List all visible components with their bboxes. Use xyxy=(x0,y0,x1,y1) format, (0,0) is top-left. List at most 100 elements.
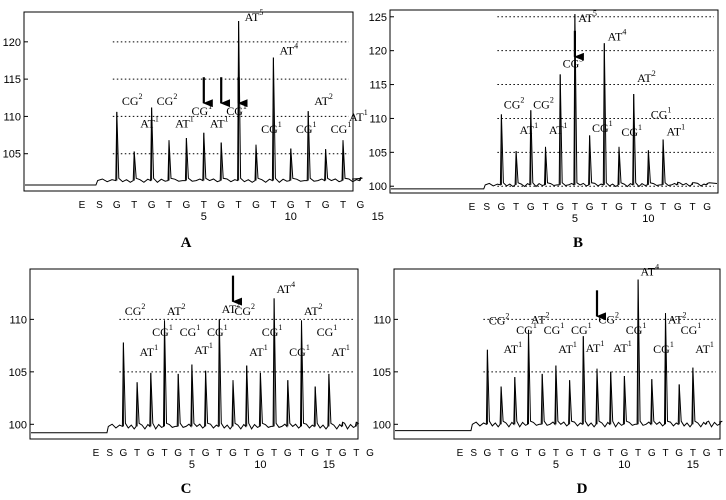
peak-annotation: AT1 xyxy=(194,341,213,357)
dispensation-label: G xyxy=(202,448,210,459)
position-number: 10 xyxy=(254,459,266,471)
peak-annotation: CG2 xyxy=(125,302,146,318)
dispensation-label: T xyxy=(166,200,172,211)
peak-annotation: CG1 xyxy=(651,105,672,121)
peak-annotation: AT1 xyxy=(666,122,685,138)
dispensation-label: T xyxy=(201,200,207,211)
dispensation-label: G xyxy=(498,202,506,213)
dispensation-label: S xyxy=(96,200,103,211)
y-tick-label: 100 xyxy=(373,419,391,431)
dispensation-label: G xyxy=(322,200,330,211)
dispensation-label: G xyxy=(593,448,601,459)
peak-annotation: AT1 xyxy=(249,343,268,359)
peak-annotation: AT2 xyxy=(167,302,186,318)
peak-annotation: CG1 xyxy=(180,323,201,339)
peak-annotation: CG1 xyxy=(262,323,283,339)
dispensation-label: E xyxy=(79,200,86,211)
peak-annotation: AT1 xyxy=(695,340,714,356)
dispensation-label: G xyxy=(311,448,319,459)
dispensation-label: G xyxy=(147,448,155,459)
dispensation-label: G xyxy=(339,448,347,459)
dispensation-label: G xyxy=(615,202,623,213)
peak-annotation: AT2 xyxy=(637,69,656,85)
dispensation-label: E xyxy=(469,202,476,213)
y-tick-label: 105 xyxy=(9,367,27,379)
dispensation-label: G xyxy=(284,448,292,459)
y-tick-label: 120 xyxy=(369,46,387,58)
dispensation-label: E xyxy=(457,448,464,459)
peak-annotation: CG1 xyxy=(516,321,537,337)
dispensation-label: G xyxy=(648,448,656,459)
position-number: 5 xyxy=(553,459,559,471)
dispensation-label: T xyxy=(340,200,346,211)
peak-annotation: CG1 xyxy=(621,123,642,139)
dispensation-label: T xyxy=(131,200,137,211)
peak-annotation: CG1 xyxy=(331,120,352,136)
y-tick-label: 105 xyxy=(369,147,387,159)
peak-annotation: CG2 xyxy=(122,92,143,108)
dispensation-label: G xyxy=(538,448,546,459)
dispensation-label: G xyxy=(287,200,295,211)
dispensation-label: T xyxy=(580,448,586,459)
plot-frame xyxy=(23,11,354,192)
dispensation-label: G xyxy=(703,448,711,459)
position-number: 10 xyxy=(618,459,630,471)
peak-annotation: AT1 xyxy=(558,340,577,356)
peak-annotation: AT1 xyxy=(613,339,632,355)
dispensation-label: G xyxy=(257,448,265,459)
dispensation-label: T xyxy=(542,202,548,213)
peak-annotation: AT1 xyxy=(139,343,158,359)
peak-annotation: CG1 xyxy=(152,323,173,339)
peak-annotation: CG1 xyxy=(544,321,565,337)
peak-annotation: AT2 xyxy=(531,311,550,327)
position-number: 10 xyxy=(642,213,654,225)
position-number: 15 xyxy=(372,211,384,223)
y-tick-label: 125 xyxy=(369,12,387,24)
y-tick-label: 115 xyxy=(369,80,387,92)
peak-annotation: AT1 xyxy=(331,343,350,359)
dispensation-label: T xyxy=(660,202,666,213)
position-number: 5 xyxy=(189,459,195,471)
dispensation-label: T xyxy=(244,448,250,459)
dispensation-label: T xyxy=(236,200,242,211)
y-tick-label: 110 xyxy=(3,111,21,123)
y-tick-label: 110 xyxy=(369,113,387,125)
peak-annotation: AT2 xyxy=(314,92,333,108)
peak-annotation: CG1 xyxy=(592,119,613,135)
peak-annotation: AT1 xyxy=(140,115,159,131)
dispensation-label: T xyxy=(690,448,696,459)
dispensation-label: G xyxy=(484,448,492,459)
y-tick-label: 105 xyxy=(373,367,391,379)
dispensation-label: G xyxy=(148,200,156,211)
peak-annotation: CG1 xyxy=(653,340,674,356)
peak-annotation: AT1 xyxy=(549,121,568,137)
panel-label: B xyxy=(573,235,583,251)
y-tick-label: 105 xyxy=(3,149,21,161)
panel-label: D xyxy=(577,481,588,497)
peak-annotation: AT5 xyxy=(578,9,597,25)
peak-annotation: AT4 xyxy=(608,28,627,44)
peak-annotation: CG1 xyxy=(571,321,592,337)
position-number: 5 xyxy=(201,211,207,223)
dispensation-label: T xyxy=(189,448,195,459)
plot-frame xyxy=(393,268,721,440)
dispensation-label: E xyxy=(93,448,100,459)
peak-annotation: AT1 xyxy=(503,340,522,356)
dispensation-label: G xyxy=(703,202,711,213)
peak-annotation: CG2 xyxy=(234,302,255,318)
y-tick-label: 110 xyxy=(9,314,27,326)
dispensation-label: T xyxy=(572,202,578,213)
y-tick-label: 120 xyxy=(3,37,21,49)
dispensation-label: G xyxy=(252,200,260,211)
dispensation-label: G xyxy=(511,448,519,459)
peak-annotation: CG1 xyxy=(207,323,228,339)
peak-annotation: AT2 xyxy=(668,311,687,327)
peak-annotation: CG1 xyxy=(261,120,282,136)
pyrogram-trace xyxy=(25,20,363,186)
dispensation-label: G xyxy=(357,200,365,211)
peak-annotation: CG2 xyxy=(504,95,525,111)
position-number: 15 xyxy=(323,459,335,471)
dispensation-label: T xyxy=(216,448,222,459)
